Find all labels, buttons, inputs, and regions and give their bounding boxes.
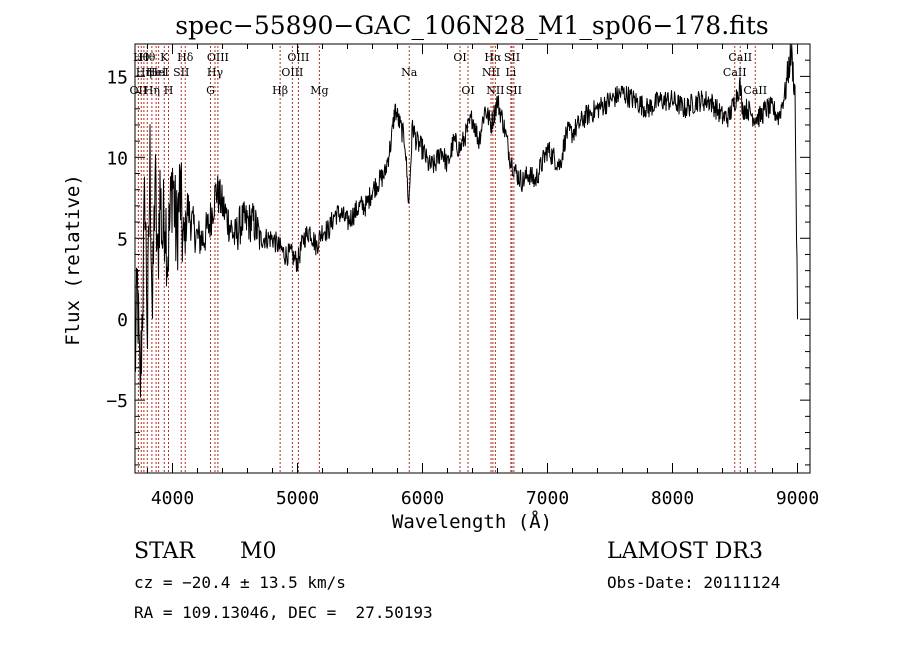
y-tick-label: 0 — [117, 310, 128, 331]
spectral-line-label: CaII — [723, 66, 747, 79]
sky-coordinates: RA = 109.13046, DEC = 27.50193 — [134, 603, 433, 622]
spectral-line-label: Hη — [144, 84, 160, 97]
spectral-line-label: NII — [482, 66, 500, 79]
x-tick-label: 6000 — [401, 488, 444, 509]
spectral-line-label: OII — [130, 84, 148, 97]
spectral-line-label: CaII — [743, 84, 767, 97]
spectral-line-label: SII — [504, 51, 520, 64]
x-tick-label: 9000 — [776, 488, 819, 509]
spectral-line-label: G — [206, 84, 215, 97]
spectral-line-label: Na — [401, 66, 418, 79]
spectral-line-label: Hγ — [207, 66, 224, 79]
spectral-line-label: Hθ — [139, 51, 156, 64]
spectral-line-label: OI — [461, 84, 474, 97]
spectral-line-label: K — [160, 51, 169, 64]
y-tick-label: 5 — [117, 229, 128, 250]
spectral-line-label: Hβ — [272, 84, 288, 97]
spectral-line-label: NII — [486, 84, 504, 97]
y-tick-label: 15 — [106, 67, 128, 88]
spectral-line-label: HeI — [146, 66, 166, 79]
survey-name: LAMOST DR3 — [607, 539, 763, 564]
object-subclass: M0 — [240, 539, 277, 564]
spectral-line-label: SII — [173, 66, 189, 79]
spectral-line-label: SII — [506, 84, 522, 97]
spectral-line-label: OIII — [281, 66, 303, 79]
y-axis-label: Flux (relative) — [62, 174, 84, 346]
spectral-line-label: H — [164, 84, 174, 97]
x-tick-label: 4000 — [151, 488, 194, 509]
spectral-line-label: Hδ — [177, 51, 194, 64]
x-tick-label: 8000 — [651, 488, 694, 509]
axis-ticks — [135, 44, 810, 473]
spectral-line-label: Mg — [310, 84, 328, 97]
y-tick-label: 10 — [106, 148, 128, 169]
object-type: STAR — [134, 539, 195, 564]
spectral-line-label: HeI — [148, 66, 168, 79]
axis-tick-labels: 4000 5000 6000 7000 8000 9000 −5 0 5 10 15 — [106, 67, 819, 509]
spectral-line-markers — [137, 46, 756, 473]
spectral-line-label: Hη — [136, 66, 152, 79]
spectral-line-label: OI — [453, 51, 466, 64]
observation-date: Obs-Date: 20111124 — [607, 573, 781, 592]
x-tick-label: 7000 — [526, 488, 569, 509]
spectral-line-label: Hθ — [133, 51, 150, 64]
y-tick-label: −5 — [106, 391, 128, 412]
spectrum-line — [134, 43, 798, 398]
spectral-line-labels: OIIHθHηHθHηHeIHeIKHSIIHδGHγOIIIHβOIIIOII… — [130, 51, 768, 97]
spectral-line-label: OIII — [207, 51, 229, 64]
x-axis-label: Wavelength (Å) — [392, 510, 552, 533]
spectral-line-label: Hα — [484, 51, 502, 64]
spectral-line-label: OIII — [287, 51, 309, 64]
chart-title: spec−55890−GAC_106N28_M1_sp06−178.fits — [175, 11, 768, 40]
spectral-line-label: CaII — [728, 51, 752, 64]
x-tick-label: 5000 — [276, 488, 319, 509]
redshift-velocity: cz = −20.4 ± 13.5 km/s — [134, 573, 346, 592]
spectral-line-label: Li — [505, 66, 516, 79]
